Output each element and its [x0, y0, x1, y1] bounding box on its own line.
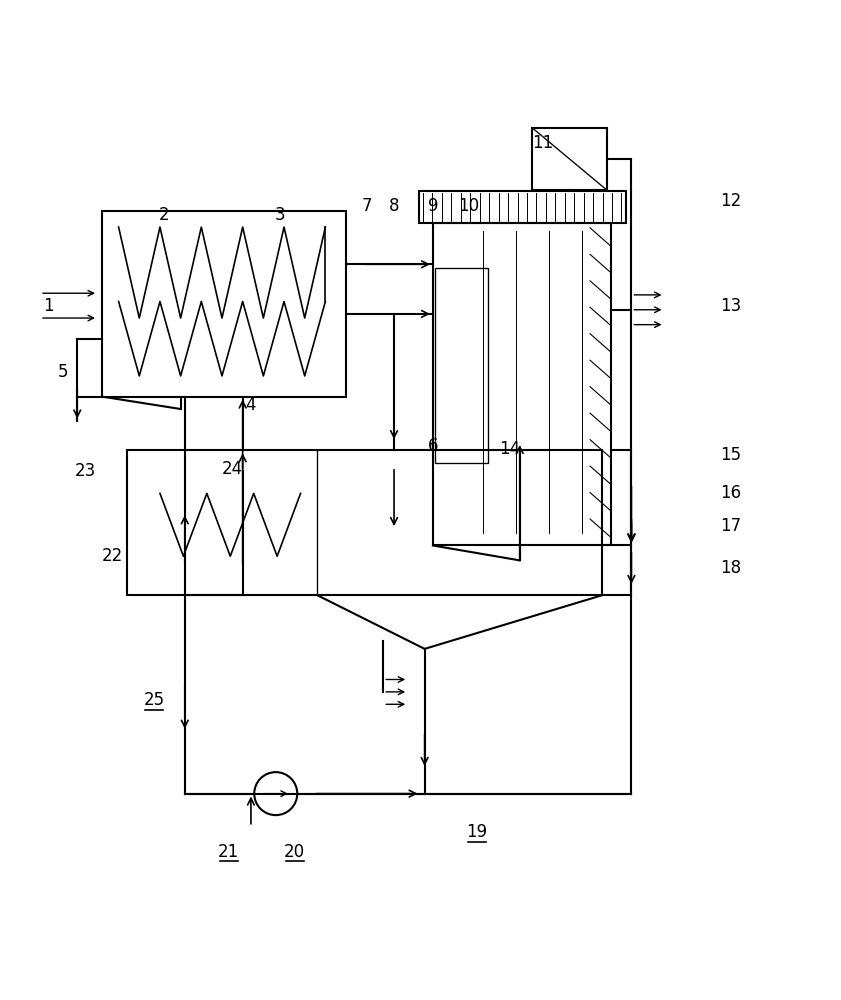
Text: 14: 14 — [500, 440, 521, 458]
Text: 12: 12 — [720, 192, 741, 210]
Text: 6: 6 — [428, 437, 438, 455]
Text: 2: 2 — [159, 206, 169, 224]
Text: 18: 18 — [720, 559, 741, 577]
Bar — [532, 128, 606, 190]
Text: 1: 1 — [43, 297, 54, 315]
Bar — [102, 211, 346, 397]
Text: 8: 8 — [389, 197, 399, 215]
Text: 15: 15 — [720, 446, 741, 464]
Text: 13: 13 — [720, 297, 741, 315]
Text: 10: 10 — [458, 197, 479, 215]
Text: 25: 25 — [144, 691, 165, 709]
Text: 9: 9 — [428, 197, 438, 215]
Text: 21: 21 — [218, 843, 239, 861]
Text: 4: 4 — [246, 396, 257, 414]
Text: 19: 19 — [466, 823, 487, 841]
Text: 16: 16 — [720, 484, 741, 502]
Bar — [433, 223, 611, 545]
Text: 22: 22 — [103, 547, 124, 565]
Bar — [435, 268, 489, 463]
Text: 24: 24 — [221, 460, 242, 478]
Bar — [127, 450, 602, 595]
Text: 20: 20 — [284, 843, 305, 861]
Text: 7: 7 — [362, 197, 372, 215]
Text: 11: 11 — [532, 134, 553, 152]
Text: 23: 23 — [75, 462, 96, 480]
Text: 3: 3 — [274, 206, 285, 224]
Bar — [419, 191, 626, 223]
Circle shape — [254, 772, 297, 815]
Text: 17: 17 — [720, 517, 741, 535]
Text: 5: 5 — [58, 363, 68, 381]
